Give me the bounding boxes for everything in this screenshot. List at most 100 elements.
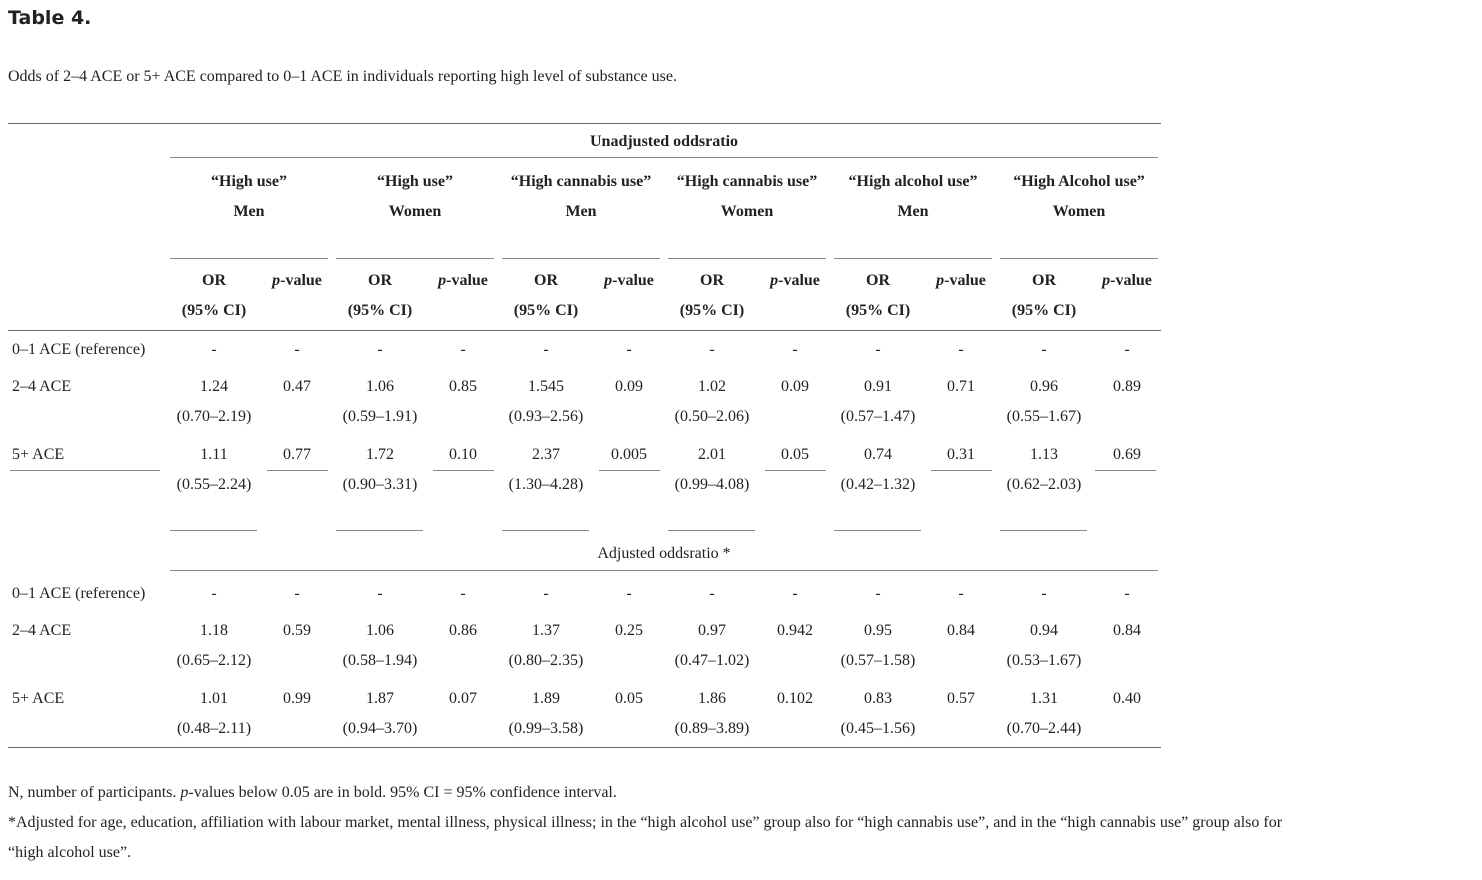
or-header: OR <box>368 272 392 289</box>
odds-ratio: 1.31 <box>1030 690 1058 707</box>
p-letter: p <box>272 272 281 289</box>
ci-header: (95% CI) <box>845 302 911 319</box>
confidence-interval: (0.65–2.12) <box>176 652 252 669</box>
p-suffix: -value <box>446 272 488 289</box>
footnote-text: p <box>180 784 189 801</box>
ci-header: (95% CI) <box>679 302 745 319</box>
p-letter: p <box>438 272 447 289</box>
p-value: 0.31 <box>947 446 975 463</box>
section-rule <box>170 157 1158 158</box>
p-value: 0.86 <box>449 622 477 639</box>
p-value: - <box>1124 341 1130 358</box>
odds-ratio: 1.02 <box>698 378 726 395</box>
ci-header: (95% CI) <box>347 302 413 319</box>
confidence-interval: (0.55–1.67) <box>1006 408 1082 425</box>
p-value-header: p-value <box>438 271 488 291</box>
confidence-interval: (0.57–1.47) <box>840 408 916 425</box>
confidence-interval: (0.53–1.67) <box>1006 652 1082 669</box>
confidence-interval: (0.48–2.11) <box>176 720 252 737</box>
odds-ratio: - <box>377 341 383 358</box>
confidence-interval: (0.89–3.89) <box>674 720 750 737</box>
odds-ratio: 0.97 <box>698 622 726 639</box>
group-rule <box>502 258 660 259</box>
p-value: 0.09 <box>615 378 643 395</box>
confidence-interval: (0.42–1.32) <box>840 476 916 493</box>
confidence-interval: (0.62–2.03) <box>1006 476 1082 493</box>
odds-ratio: 1.11 <box>200 446 228 463</box>
p-value: 0.84 <box>1113 622 1141 639</box>
confidence-interval: (0.55–2.24) <box>176 476 252 493</box>
odds-ratio: - <box>543 585 549 602</box>
p-value-header: p-value <box>770 271 820 291</box>
footnote-text: N, number of participants. <box>8 784 181 801</box>
p-value: 0.77 <box>283 446 311 463</box>
p-value: - <box>294 585 300 602</box>
p-value: 0.57 <box>947 690 975 707</box>
odds-ratio: 0.94 <box>1030 622 1058 639</box>
p-letter: p <box>604 272 613 289</box>
p-value-header: p-value <box>604 271 654 291</box>
odds-ratio: 1.13 <box>1030 446 1058 463</box>
odds-ratio: 2.37 <box>532 446 560 463</box>
odds-ratio: 0.91 <box>864 378 892 395</box>
or-underline <box>336 530 423 531</box>
group-header-name: “High Alcohol use” <box>1013 173 1145 190</box>
or-header: OR <box>700 272 724 289</box>
odds-ratio: - <box>709 341 715 358</box>
group-header-sex: Men <box>897 203 929 220</box>
p-suffix: -value <box>280 272 322 289</box>
confidence-interval: (0.59–1.91) <box>342 408 418 425</box>
p-value: - <box>626 585 632 602</box>
p-value-underline <box>765 470 826 471</box>
or-underline <box>502 530 589 531</box>
p-value: 0.84 <box>947 622 975 639</box>
footnote-3: “high alcohol use”. <box>8 844 132 861</box>
p-value: - <box>958 341 964 358</box>
group-rule <box>170 258 328 259</box>
row-label: 2–4 ACE <box>12 622 72 639</box>
or-underline <box>170 530 257 531</box>
group-header-sex: Women <box>388 203 442 220</box>
section-header-adjusted: Adjusted oddsratio * <box>597 545 731 562</box>
p-value: 0.005 <box>611 446 647 463</box>
ci-header: (95% CI) <box>1011 302 1077 319</box>
or-header: OR <box>866 272 890 289</box>
odds-ratio: 0.83 <box>864 690 892 707</box>
odds-ratio: 2.01 <box>698 446 726 463</box>
p-value: - <box>792 585 798 602</box>
or-header: OR <box>202 272 226 289</box>
p-value: - <box>460 341 466 358</box>
row-label: 5+ ACE <box>12 690 65 707</box>
group-header-name: “High cannabis use” <box>510 173 652 190</box>
p-value-underline <box>599 470 660 471</box>
p-value-underline <box>267 470 328 471</box>
confidence-interval: (0.57–1.58) <box>840 652 916 669</box>
p-value: 0.40 <box>1113 690 1141 707</box>
odds-ratio: - <box>709 585 715 602</box>
confidence-interval: (0.70–2.19) <box>176 408 252 425</box>
footnote-2: *Adjusted for age, education, affiliatio… <box>8 814 1283 831</box>
section-header-unadjusted: Unadjusted oddsratio <box>589 133 739 150</box>
p-value-underline <box>433 470 494 471</box>
p-value: 0.25 <box>615 622 643 639</box>
group-header-name: “High alcohol use” <box>848 173 978 190</box>
p-suffix: -value <box>944 272 986 289</box>
odds-ratio: - <box>543 341 549 358</box>
confidence-interval: (0.58–1.94) <box>342 652 418 669</box>
p-value: 0.05 <box>781 446 809 463</box>
p-value-underline <box>1095 470 1156 471</box>
group-rule <box>1000 258 1158 259</box>
p-suffix: -value <box>778 272 820 289</box>
p-value: 0.85 <box>449 378 477 395</box>
row-label: 0–1 ACE (reference) <box>12 585 146 602</box>
p-value: - <box>626 341 632 358</box>
p-value: 0.47 <box>283 378 311 395</box>
odds-ratio: 1.06 <box>366 622 394 639</box>
confidence-interval: (0.45–1.56) <box>840 720 916 737</box>
odds-ratio: 1.01 <box>200 690 228 707</box>
odds-ratio: - <box>377 585 383 602</box>
or-header: OR <box>534 272 558 289</box>
top-rule <box>8 123 1161 124</box>
or-header: OR <box>1032 272 1056 289</box>
odds-ratio: 1.18 <box>200 622 228 639</box>
